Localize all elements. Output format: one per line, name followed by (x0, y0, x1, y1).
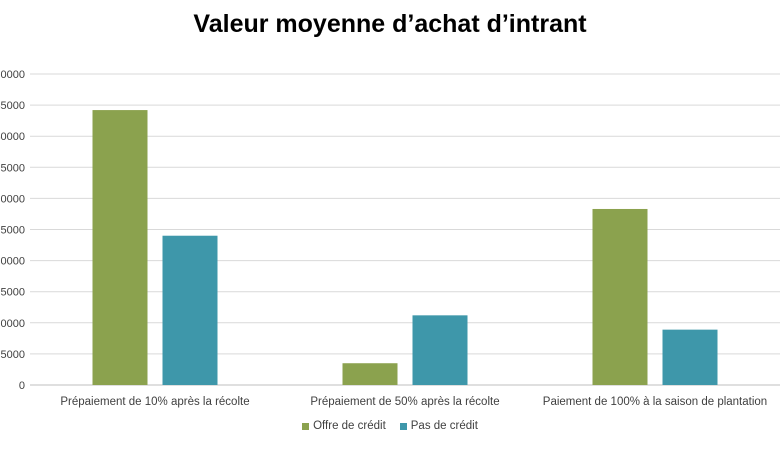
legend-item-offre: Offre de crédit (302, 420, 386, 432)
y-tick-label: 25000 (0, 225, 25, 237)
legend-label-offre: Offre de crédit (313, 420, 386, 432)
bar (162, 235, 218, 385)
bar (412, 315, 468, 385)
bar (592, 208, 648, 385)
legend-label-pas: Pas de crédit (410, 420, 478, 432)
y-axis-tick-labels: 5000045000400003500030000250002000015000… (0, 69, 25, 392)
y-tick-label: 20000 (0, 256, 25, 268)
bar (92, 110, 148, 386)
y-tick-label: 35000 (0, 162, 25, 174)
x-axis-category-labels: Prépaiement de 10% après la récolte Prépa… (60, 396, 767, 408)
y-tick-label: 30000 (0, 193, 25, 205)
y-tick-label: 40000 (0, 131, 25, 143)
legend: Offre de crédit Pas de crédit (0, 420, 780, 432)
bars (92, 110, 718, 386)
y-tick-label: 10000 (0, 318, 25, 330)
x-category-label: Prépaiement de 50% après la récolte (310, 396, 499, 408)
legend-swatch-offre (302, 422, 310, 430)
legend-swatch-pas (399, 422, 407, 430)
y-tick-label: 0 (19, 380, 25, 392)
x-category-label: Prépaiement de 10% après la récolte (60, 396, 249, 408)
bar (342, 363, 398, 385)
x-category-label: Paiement de 100% à la saison de plantati… (543, 396, 767, 408)
legend-item-pas: Pas de crédit (399, 420, 478, 432)
y-tick-label: 5000 (1, 349, 25, 361)
bar (662, 329, 718, 385)
y-tick-label: 15000 (0, 287, 25, 299)
y-tick-label: 45000 (0, 100, 25, 112)
gridlines (30, 73, 780, 386)
chart-title: Valeur moyenne d’achat d’intrant (193, 10, 587, 38)
